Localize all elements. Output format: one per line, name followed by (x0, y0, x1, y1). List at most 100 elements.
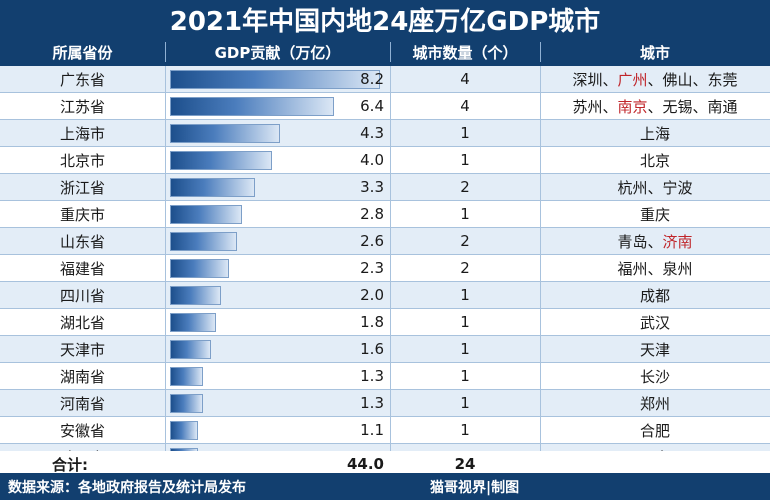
column-divider (390, 282, 391, 309)
gdp-bar (170, 340, 211, 359)
city-list: 苏州、南京、无锡、南通 (540, 93, 770, 119)
city-count: 4 (460, 97, 470, 115)
table-row: 天津市 1.6 1 天津 (0, 336, 770, 363)
city-separator: 、 (692, 97, 708, 116)
table-row: 湖南省 1.3 1 长沙 (0, 363, 770, 390)
column-divider (390, 255, 391, 282)
gdp-value-label: 1.3 (360, 394, 384, 412)
city-count: 1 (460, 421, 470, 439)
city-name: 成都 (639, 286, 670, 305)
total-label: 合计: (52, 455, 88, 474)
total-row: 合计: 44.0 24 (0, 451, 770, 474)
city-name: 天津 (639, 340, 670, 359)
row-province: 湖南省 (59, 367, 105, 386)
city-list: 成都 (540, 282, 770, 308)
city-count: 1 (460, 124, 470, 142)
city-separator: 、 (647, 232, 663, 251)
column-divider (165, 201, 166, 228)
footer-credit: 猫哥视界|制图 (430, 479, 520, 496)
city-name-highlighted: 广州 (617, 70, 648, 89)
city-name: 福州 (617, 259, 648, 278)
column-divider (540, 390, 541, 417)
city-name: 杭州 (617, 178, 648, 197)
city-name: 苏州 (572, 97, 603, 116)
gdp-bar (170, 232, 237, 251)
footer: 数据来源：各地政府报告及统计局发布 猫哥视界|制图 (0, 473, 770, 500)
table-row: 北京市 4.0 1 北京 (0, 147, 770, 174)
column-divider (165, 147, 166, 174)
row-province: 湖北省 (59, 313, 105, 332)
gdp-bar (170, 259, 229, 278)
city-count: 2 (460, 232, 470, 250)
table-row: 山东省 2.6 2 青岛、济南 (0, 228, 770, 255)
footer-source: 数据来源：各地政府报告及统计局发布 (8, 479, 246, 496)
city-count: 2 (460, 259, 470, 277)
city-list: 深圳、广州、佛山、东莞 (540, 66, 770, 92)
row-province: 山东省 (59, 232, 105, 251)
gdp-bar (170, 313, 216, 332)
column-divider (165, 282, 166, 309)
table-row: 广东省 8.2 4 深圳、广州、佛山、东莞 (0, 66, 770, 93)
column-divider (165, 93, 166, 120)
gdp-value-label: 2.8 (360, 205, 384, 223)
column-divider (390, 93, 391, 120)
city-name: 泉州 (662, 259, 693, 278)
row-province: 四川省 (59, 286, 105, 305)
table-row: 江苏省 6.4 4 苏州、南京、无锡、南通 (0, 93, 770, 120)
row-province: 广东省 (59, 70, 105, 89)
column-divider (165, 120, 166, 147)
city-name: 深圳 (572, 70, 603, 89)
city-name: 上海 (639, 124, 670, 143)
column-divider (390, 390, 391, 417)
gdp-value-label: 4.0 (360, 151, 384, 169)
column-divider (540, 228, 541, 255)
city-list: 长沙 (540, 363, 770, 389)
city-name: 青岛 (617, 232, 648, 251)
city-separator: 、 (647, 97, 663, 116)
city-list: 青岛、济南 (540, 228, 770, 254)
column-divider (165, 390, 166, 417)
chart-title: 2021年中国内地24座万亿GDP城市 (0, 0, 770, 38)
city-list: 天津 (540, 336, 770, 362)
city-name: 佛山 (662, 70, 693, 89)
city-list: 北京 (540, 147, 770, 173)
city-count: 1 (460, 313, 470, 331)
gdp-value-label: 4.3 (360, 124, 384, 142)
table-row: 浙江省 3.3 2 杭州、宁波 (0, 174, 770, 201)
column-divider (165, 309, 166, 336)
city-count: 1 (460, 340, 470, 358)
gdp-value-label: 2.0 (360, 286, 384, 304)
city-count: 1 (460, 367, 470, 385)
gdp-value-label: 2.6 (360, 232, 384, 250)
gdp-bar (170, 421, 198, 440)
gdp-bar (170, 394, 203, 413)
city-separator: 、 (692, 70, 708, 89)
gdp-value-label: 1.1 (360, 421, 384, 439)
city-name: 北京 (639, 151, 670, 170)
city-count: 1 (460, 394, 470, 412)
column-divider (390, 147, 391, 174)
city-name: 无锡 (662, 97, 693, 116)
gdp-value-label: 1.6 (360, 340, 384, 358)
gdp-value-label: 1.8 (360, 313, 384, 331)
table-row: 重庆市 2.8 1 重庆 (0, 201, 770, 228)
city-name: 长沙 (639, 367, 670, 386)
column-divider (390, 336, 391, 363)
table-row: 福建省 2.3 2 福州、泉州 (0, 255, 770, 282)
row-province: 北京市 (59, 151, 105, 170)
column-divider (540, 66, 541, 93)
column-divider (540, 417, 541, 444)
column-divider (390, 174, 391, 201)
city-list: 郑州 (540, 390, 770, 416)
column-divider (390, 228, 391, 255)
city-count: 2 (460, 178, 470, 196)
gdp-value-label: 6.4 (360, 97, 384, 115)
table-row: 四川省 2.0 1 成都 (0, 282, 770, 309)
column-divider (390, 417, 391, 444)
city-name: 合肥 (639, 421, 670, 440)
column-divider (165, 336, 166, 363)
city-list: 武汉 (540, 309, 770, 335)
gdp-bar (170, 286, 221, 305)
row-province: 河南省 (59, 394, 105, 413)
